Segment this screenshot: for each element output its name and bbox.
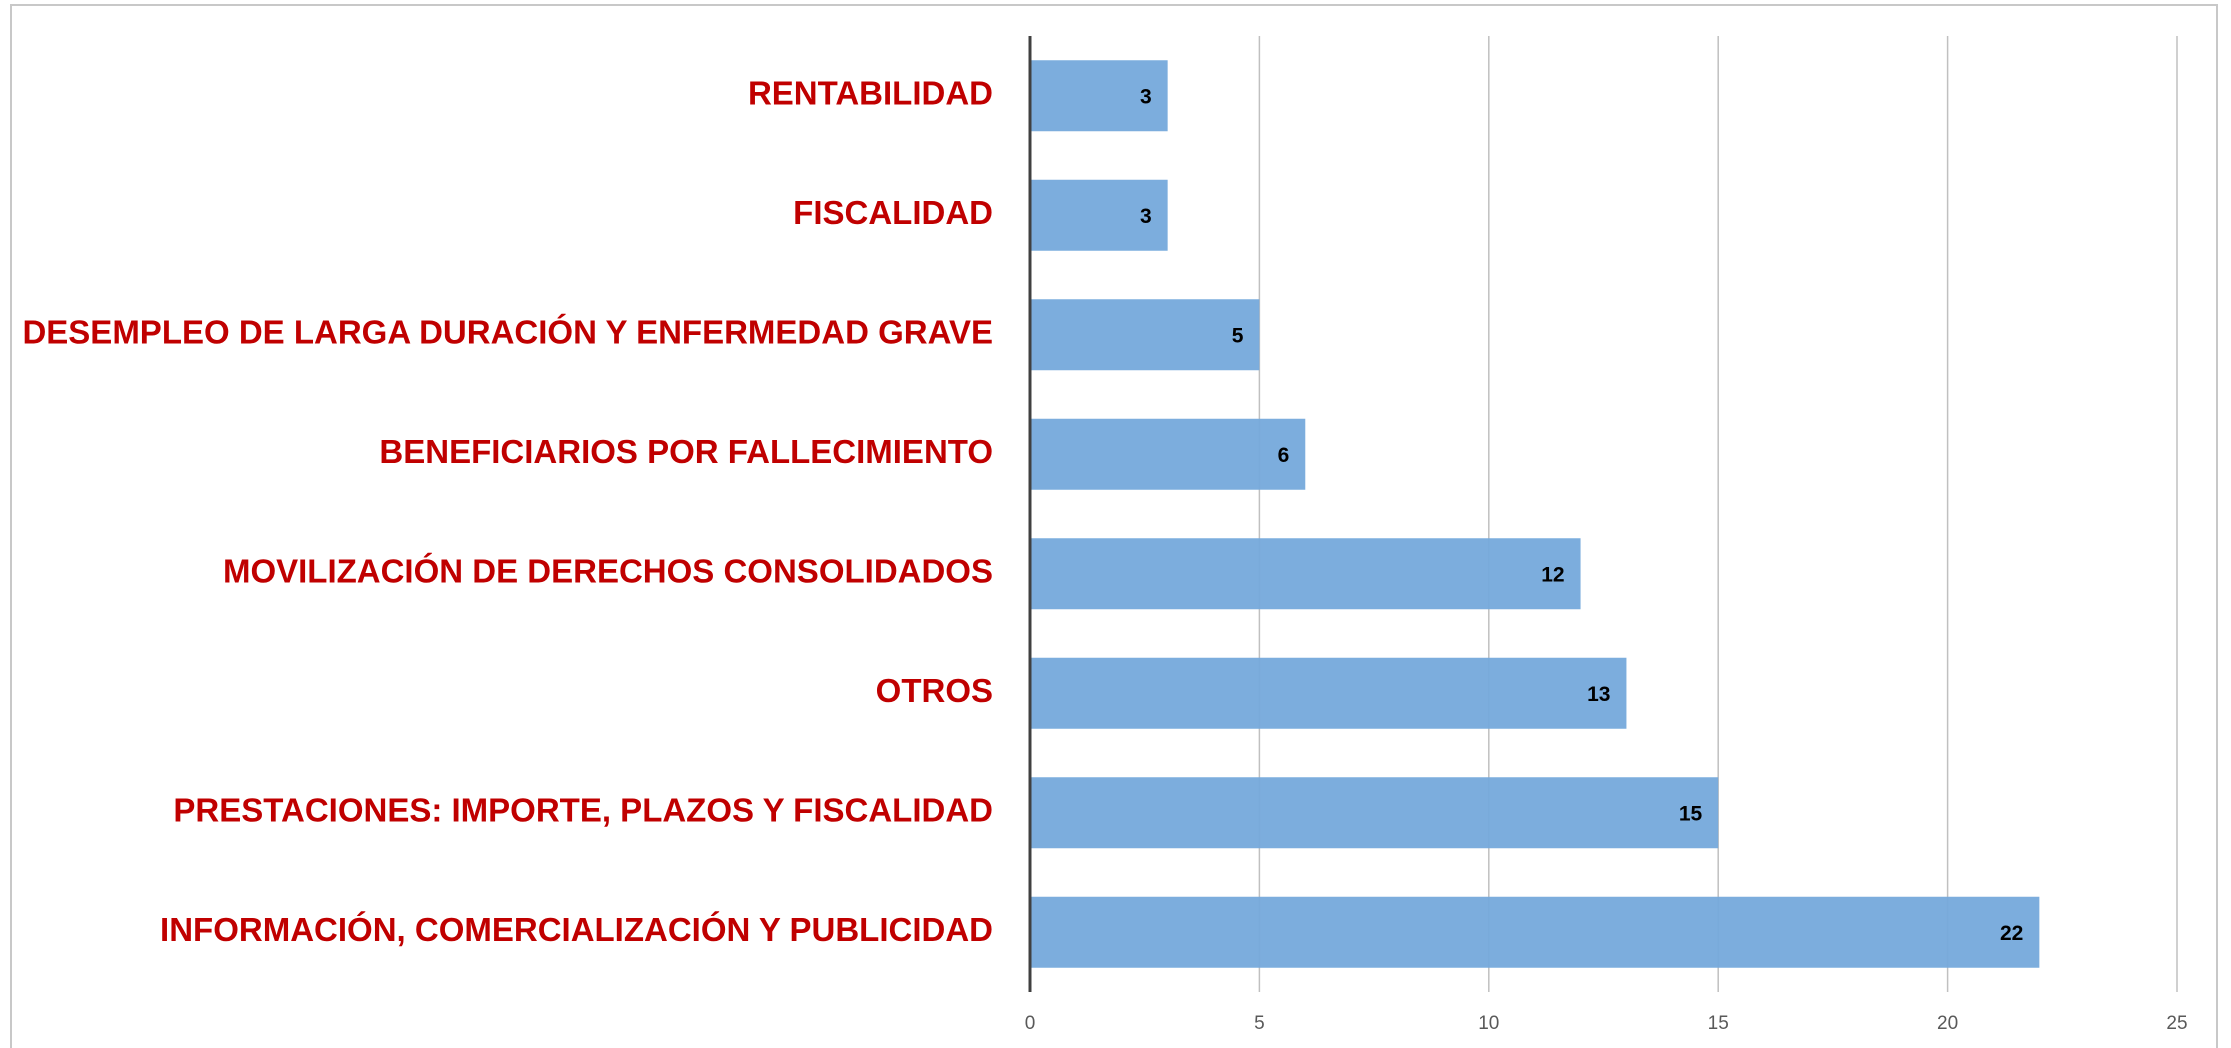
bar: [1030, 777, 1719, 849]
data-label: 12: [1541, 563, 1564, 586]
bar: [1030, 299, 1260, 371]
bar: [1030, 538, 1581, 610]
data-label: 6: [1278, 444, 1290, 467]
bar: [1030, 60, 1168, 132]
x-tick-label: 10: [1478, 1013, 1499, 1034]
x-tick-label: 0: [1025, 1013, 1036, 1034]
category-label: FISCALIDAD: [793, 194, 993, 231]
data-label: 13: [1587, 683, 1610, 706]
bar: [1030, 657, 1627, 729]
x-tick-label: 25: [2166, 1013, 2187, 1034]
x-tick-label: 15: [1708, 1013, 1729, 1034]
chart-frame: [10, 4, 2218, 1048]
category-label: DESEMPLEO DE LARGA DURACIÓN Y ENFERMEDAD…: [22, 313, 993, 350]
bar: [1030, 179, 1168, 251]
category-label: MOVILIZACIÓN DE DERECHOS CONSOLIDADOS: [223, 552, 993, 589]
category-label: PRESTACIONES: IMPORTE, PLAZOS Y FISCALID…: [173, 791, 993, 828]
data-label: 5: [1232, 324, 1244, 347]
category-label: INFORMACIÓN, COMERCIALIZACIÓN Y PUBLICID…: [160, 911, 993, 948]
category-label: BENEFICIARIOS POR FALLECIMIENTO: [379, 433, 993, 470]
category-label: RENTABILIDAD: [748, 74, 993, 111]
x-tick-label: 5: [1254, 1013, 1265, 1034]
bar: [1030, 896, 2040, 968]
data-label: 3: [1140, 205, 1152, 228]
category-label: OTROS: [876, 672, 993, 709]
data-label: 22: [2000, 922, 2023, 945]
bar: [1030, 418, 1306, 490]
data-label: 15: [1679, 802, 1703, 825]
x-tick-label: 20: [1937, 1013, 1958, 1034]
data-label: 3: [1140, 85, 1152, 108]
